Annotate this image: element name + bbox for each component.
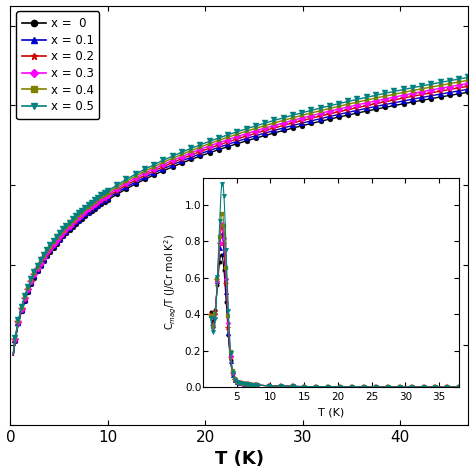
X-axis label: T (K): T (K) <box>215 450 264 468</box>
Legend: x =  0, x = 0.1, x = 0.2, x = 0.3, x = 0.4, x = 0.5: x = 0, x = 0.1, x = 0.2, x = 0.3, x = 0.… <box>16 11 100 119</box>
